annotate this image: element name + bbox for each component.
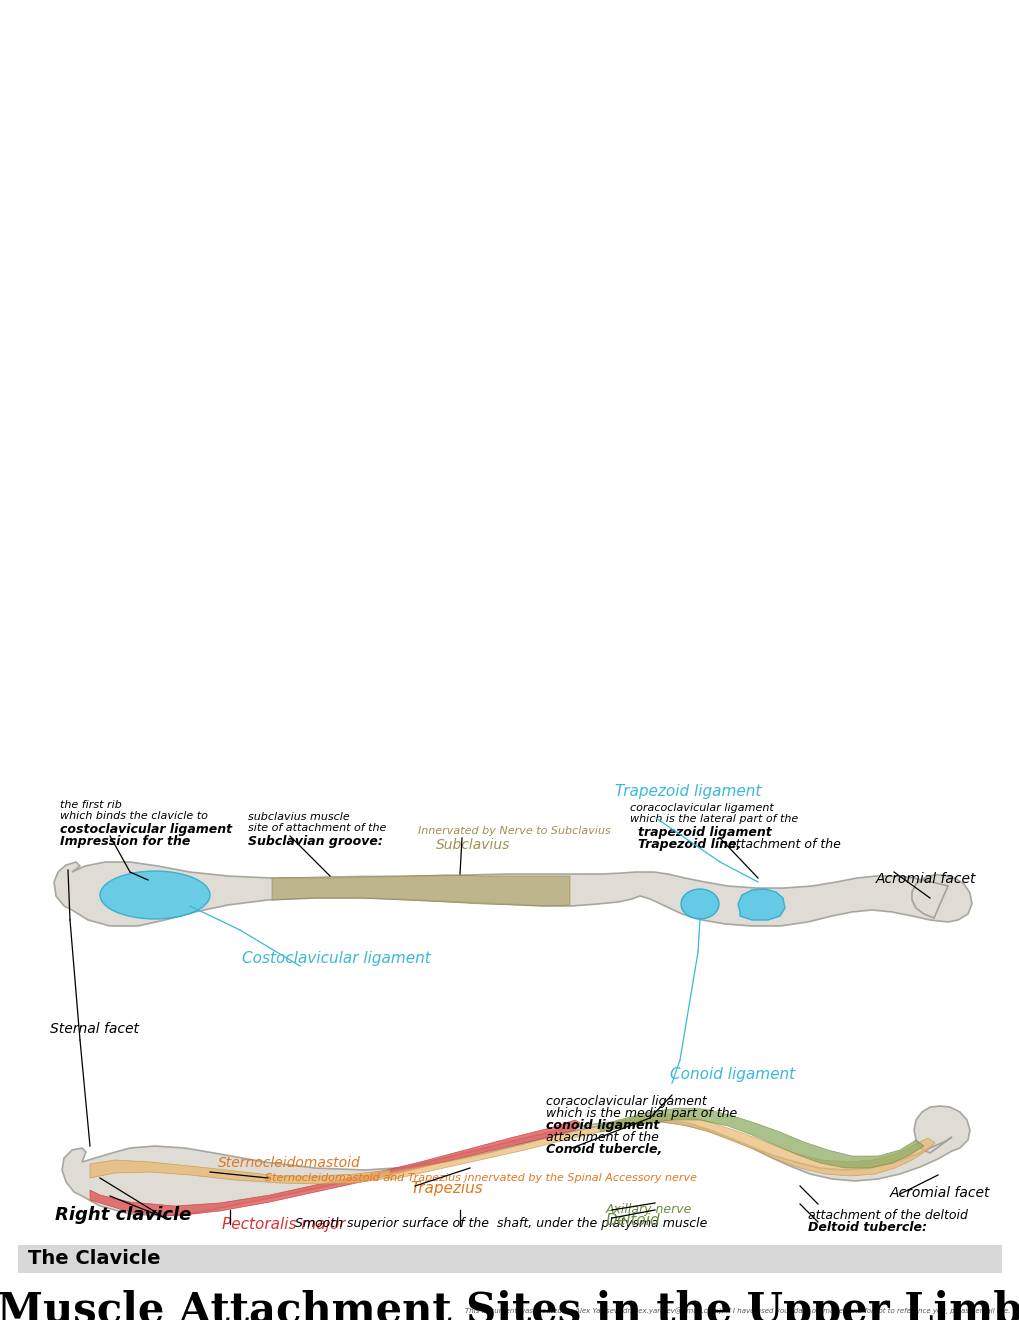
Text: coracoclavicular ligament: coracoclavicular ligament <box>630 803 773 813</box>
Text: Smooth superior surface of the  shaft, under the platysma muscle: Smooth superior surface of the shaft, un… <box>294 1217 707 1230</box>
Text: Sternal facet: Sternal facet <box>50 1022 139 1036</box>
Polygon shape <box>90 1160 389 1184</box>
Text: The Clavicle: The Clavicle <box>28 1250 160 1269</box>
Text: Axillary nerve: Axillary nerve <box>605 1203 692 1216</box>
Polygon shape <box>62 1106 969 1216</box>
Text: Costoclavicular ligament: Costoclavicular ligament <box>242 950 430 966</box>
Text: Trapezoid line,: Trapezoid line, <box>637 838 741 851</box>
Text: trapezoid ligament: trapezoid ligament <box>637 826 771 840</box>
Text: Acromial facet: Acromial facet <box>890 1185 989 1200</box>
Text: Muscle Attachment Sites in the Upper Limb: Muscle Attachment Sites in the Upper Lim… <box>0 1290 1019 1320</box>
Text: attachment of the deltoid: attachment of the deltoid <box>807 1209 967 1222</box>
Polygon shape <box>272 875 570 906</box>
Polygon shape <box>90 1119 582 1216</box>
Text: Pectoralis major: Pectoralis major <box>222 1217 345 1232</box>
Text: Conoid tubercle,: Conoid tubercle, <box>545 1143 661 1156</box>
Ellipse shape <box>100 871 210 919</box>
Text: Deltoid tubercle:: Deltoid tubercle: <box>807 1221 926 1234</box>
Polygon shape <box>54 862 971 927</box>
Text: Sternocleidomastoid and Trapezius innervated by the Spinal Accessory nerve: Sternocleidomastoid and Trapezius innerv… <box>265 1173 696 1183</box>
Text: Subclavius: Subclavius <box>435 838 510 851</box>
Text: This document was created by Alex Yartsev (dr.alex.yartsev@gmail.com); if I have: This document was created by Alex Yartse… <box>465 1308 1009 1315</box>
Text: conoid ligament: conoid ligament <box>545 1119 658 1133</box>
Ellipse shape <box>681 888 718 919</box>
Text: Conoid ligament: Conoid ligament <box>669 1067 795 1082</box>
Text: which is the lateral part of the: which is the lateral part of the <box>630 814 798 824</box>
Text: which binds the clavicle to: which binds the clavicle to <box>60 810 208 821</box>
Text: Acromial facet: Acromial facet <box>875 873 975 886</box>
Text: Trapezoid ligament: Trapezoid ligament <box>614 784 760 799</box>
Text: Deltoid: Deltoid <box>605 1213 660 1228</box>
Text: subclavius muscle: subclavius muscle <box>248 812 350 822</box>
Text: Trapezius: Trapezius <box>410 1181 482 1196</box>
Text: attachment of the: attachment of the <box>545 1131 658 1144</box>
Text: Subclavian groove:: Subclavian groove: <box>248 836 382 847</box>
Text: costoclavicular ligament: costoclavicular ligament <box>60 822 232 836</box>
Text: Impression for the: Impression for the <box>60 836 191 847</box>
Text: the first rib: the first rib <box>60 800 121 810</box>
Text: Right clavicle: Right clavicle <box>55 1206 192 1224</box>
Text: attachment of the: attachment of the <box>719 838 840 851</box>
Text: Sternocleidomastoid: Sternocleidomastoid <box>218 1156 361 1170</box>
Text: which is the medial part of the: which is the medial part of the <box>545 1107 737 1119</box>
Text: coracoclavicular ligament: coracoclavicular ligament <box>545 1096 706 1107</box>
Text: site of attachment of the: site of attachment of the <box>248 822 386 833</box>
Text: Innervated by Nerve to Subclavius: Innervated by Nerve to Subclavius <box>418 826 610 836</box>
Polygon shape <box>599 1107 923 1168</box>
Polygon shape <box>389 1114 934 1180</box>
Polygon shape <box>738 888 785 920</box>
Bar <box>18 1245 1001 1272</box>
